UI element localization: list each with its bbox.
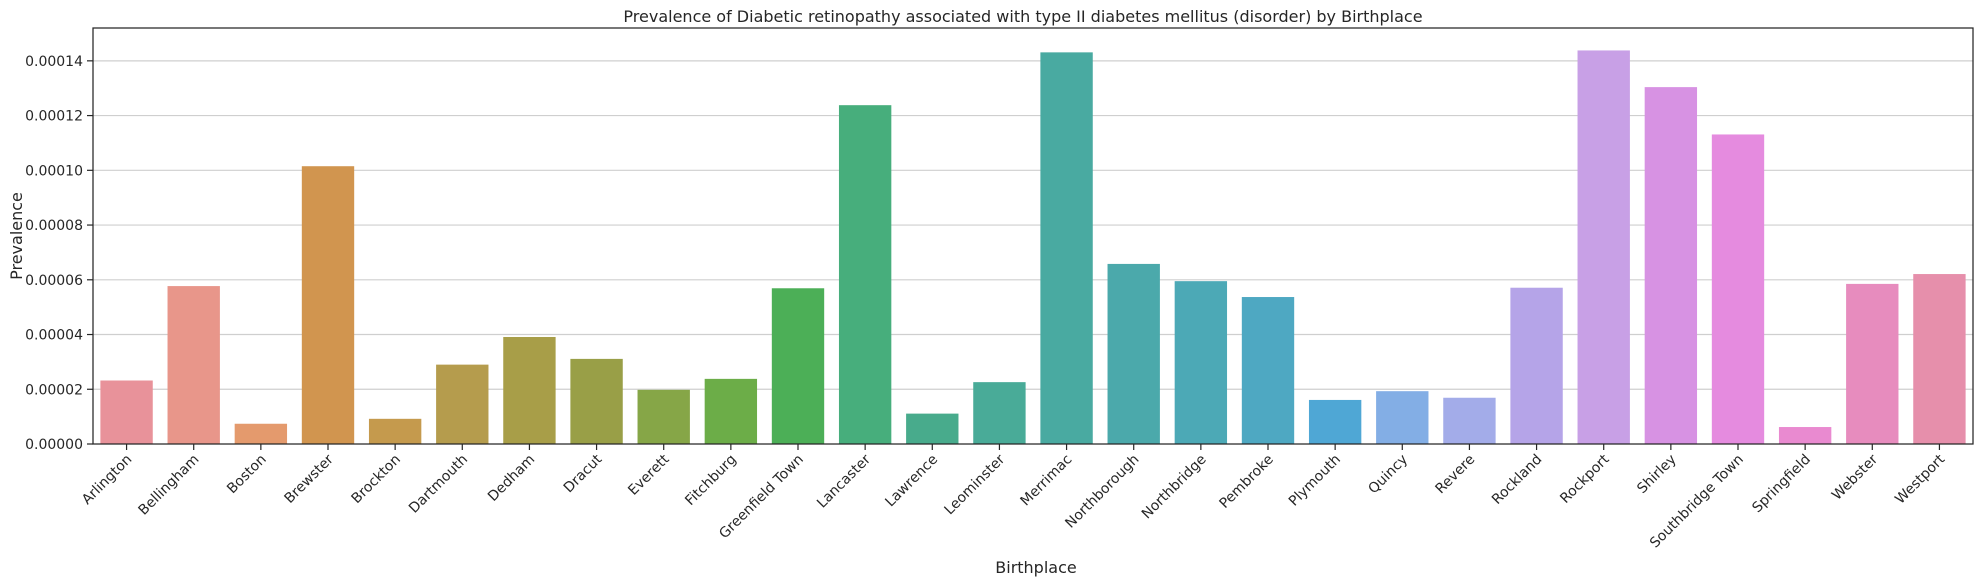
x-tick-label: Shirley [1634,452,1679,497]
x-tick-label: Plymouth [1286,452,1344,510]
bar-westport [1913,274,1966,444]
bar-rockland [1510,287,1563,444]
x-tick-label: Webster [1829,451,1881,503]
x-tick-label: Rockport [1557,451,1613,507]
bar-dartmouth [436,364,489,444]
bar-dedham [503,336,556,444]
x-tick-label: Revere [1433,452,1479,498]
y-tick-labels: 0.00000 0.00002 0.00004 0.00006 0.00008 0.000… [25,54,93,453]
x-tick-label: Rockland [1489,452,1545,508]
bar-brewster [301,166,355,445]
bar-lawrence [906,413,959,444]
y-tick-label: 0.00004 [25,328,83,344]
x-tick-label: Dedham [485,452,538,505]
bars [100,50,1966,445]
x-axis-title: Birthplace [995,558,1076,577]
y-tick-label: 0.00014 [25,54,83,70]
bar-revere [1443,397,1496,444]
bar-plymouth [1308,399,1362,444]
bar-webster [1846,283,1899,444]
bar-boston [234,423,288,444]
x-tick-label: Leominster [942,451,1009,518]
x-tick-label: Bellingham [136,452,203,519]
bar-northbridge [1174,281,1228,444]
x-tick-label: Brockton [349,452,404,507]
bar-pembroke [1241,297,1295,444]
bar-arlington [100,380,153,444]
bar-everett [637,389,690,444]
bar-brockton [368,418,422,444]
bar-quincy [1376,391,1429,444]
bar-springfield [1778,427,1832,444]
y-tick-label: 0.00006 [25,273,83,289]
x-tick-label: Pembroke [1216,452,1276,512]
plot-frame [92,27,1974,445]
x-tick-label: Everett [625,451,673,499]
x-tick-label: Brewster [281,451,337,507]
bar-shirley [1644,87,1698,445]
bar-merrimac [1040,52,1093,444]
x-tick-label: Dracut [561,451,606,496]
x-tick-label: Arlington [79,452,135,508]
x-tick-label: Northbridge [1139,452,1210,523]
x-tick-label: Merrimac [1018,452,1076,510]
y-tick-label: 0.00010 [25,163,83,179]
x-tick-label: Westport [1892,451,1948,507]
y-tick-label: 0.00002 [25,382,83,398]
bar-rockport [1577,50,1630,444]
x-tick-label: Dartmouth [406,452,471,517]
x-tick-label: Quincy [1365,452,1411,498]
chart-title: Prevalence of Diabetic retinopathy assoc… [623,7,1422,26]
x-tick-label: Lawrence [882,452,941,511]
y-tick-label: 0.00000 [25,437,83,453]
bar-greenfield-town [771,288,825,444]
x-tick-label: Boston [224,452,270,498]
bar-southbridge-town [1711,134,1765,444]
bar-fitchburg [704,378,758,444]
y-axis-title: Prevalence [7,192,26,280]
bar-lancaster [838,105,892,444]
x-tick-label: Lancaster [814,451,874,511]
bar-leominster [973,382,1026,444]
y-tick-label: 0.00008 [25,218,83,234]
bar-dracut [570,358,623,444]
x-tick-label: Fitchburg [682,452,739,509]
gridlines [93,60,1973,390]
y-tick-label: 0.00012 [25,109,83,125]
bar-northborough [1107,263,1160,444]
x-tick-labels: Arlington Bellingham Boston Brewster Brockto… [79,444,1949,551]
bar-bellingham [167,286,220,444]
x-tick-label: Springfield [1749,452,1814,517]
